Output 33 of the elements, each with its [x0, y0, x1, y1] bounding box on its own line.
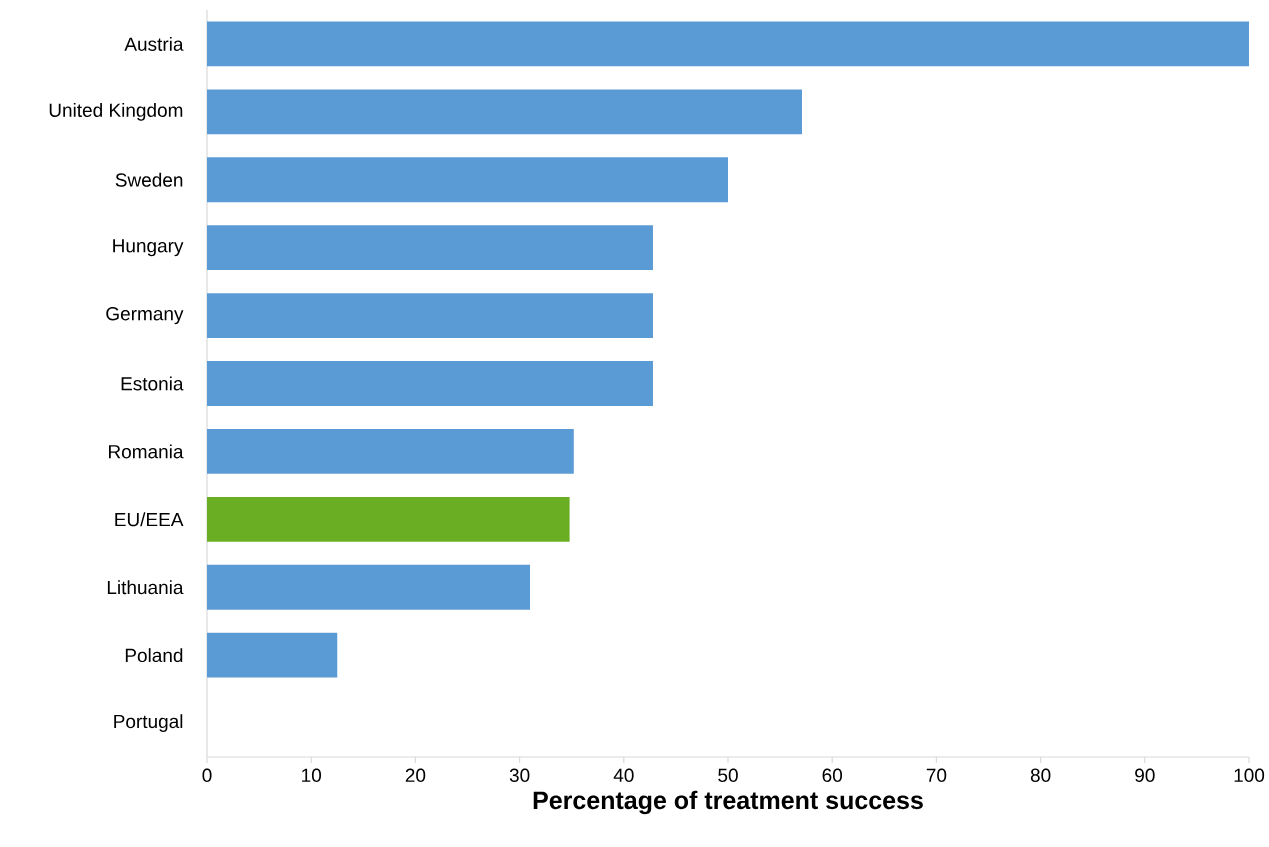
x-tick-label: 0 — [202, 768, 212, 782]
bar — [207, 496, 570, 542]
y-tick-label: Germany — [106, 306, 184, 325]
y-tick-label: EU/EEA — [115, 512, 184, 527]
x-tick-label: 20 — [405, 768, 426, 782]
bar — [207, 293, 653, 338]
bar — [207, 564, 531, 610]
bar — [207, 157, 728, 203]
x-tick-label: 70 — [926, 768, 947, 782]
x-tick-label: 90 — [1135, 768, 1155, 782]
bar — [207, 429, 574, 474]
y-tick-label: Portugal — [114, 714, 183, 732]
x-tick-label: 10 — [302, 768, 322, 782]
x-tick-label: 100 — [1234, 768, 1265, 782]
x-tick-label: 60 — [822, 768, 843, 782]
bar — [207, 89, 802, 135]
bar — [207, 361, 653, 406]
x-axis-title: Percentage of treatment success — [533, 790, 923, 815]
bar — [207, 632, 338, 678]
y-tick-label: Romania — [109, 444, 184, 459]
y-tick-label: Hungary — [113, 239, 184, 257]
x-tick-label: 40 — [613, 768, 634, 782]
x-tick-label: 80 — [1030, 768, 1051, 782]
y-tick-label: Estonia — [121, 376, 184, 391]
y-tick-label: United Kingdom — [49, 103, 183, 121]
bar — [207, 21, 1249, 67]
y-tick-label: Sweden — [115, 172, 183, 187]
y-tick-label: Austria — [124, 36, 184, 51]
x-tick-label: 30 — [509, 768, 530, 782]
x-tick-label: 50 — [718, 768, 738, 782]
y-tick-label: Lithuania — [107, 580, 184, 595]
bar — [207, 225, 653, 271]
y-tick-label: Poland — [125, 648, 183, 663]
